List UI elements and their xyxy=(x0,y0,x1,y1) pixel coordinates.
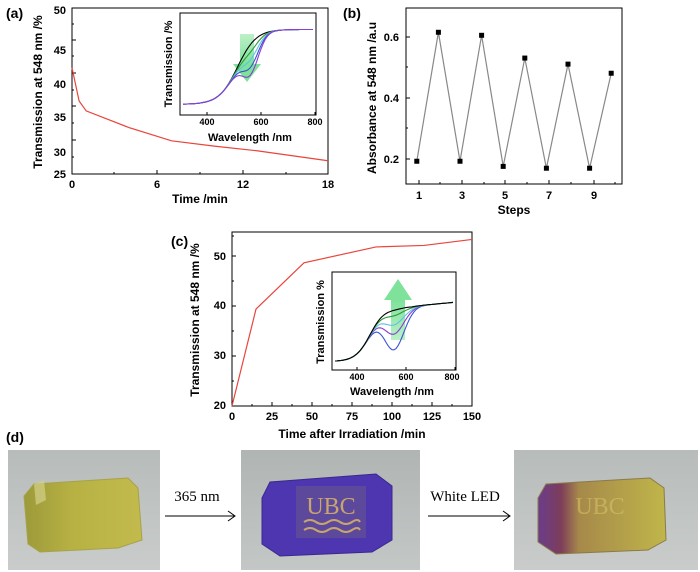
c-xtick-0: 0 xyxy=(229,411,235,423)
b-y-axis-title: Absorbance at 548 nm /a.u xyxy=(365,22,379,174)
a-ytick-marks xyxy=(72,23,76,158)
a-ytick-45: 45 xyxy=(54,45,66,57)
c-xtick-75: 75 xyxy=(346,411,358,423)
panel-d-label: (d) xyxy=(6,429,24,445)
a-inset-xtick-400: 400 xyxy=(199,117,214,127)
arrow2-head xyxy=(502,510,511,522)
c-inset-xtick-400: 400 xyxy=(349,372,364,382)
b-xtick-3: 3 xyxy=(459,190,465,202)
b-point-10 xyxy=(608,70,614,76)
c-inset-arrow-head xyxy=(384,279,412,300)
c-xtick-25: 25 xyxy=(266,411,278,423)
a-xtick-marks xyxy=(113,170,287,174)
b-point-8 xyxy=(565,61,571,67)
b-xtick-1: 1 xyxy=(416,190,422,202)
b-point-5 xyxy=(500,163,506,169)
b-series-line xyxy=(416,32,612,169)
photo-yellow-film xyxy=(8,450,160,570)
b-point-7 xyxy=(543,165,549,171)
b-point-4 xyxy=(479,32,485,38)
b-x-axis-title: Steps xyxy=(498,203,531,217)
b-point-2 xyxy=(435,29,441,35)
photo1-film xyxy=(23,477,143,553)
a-inset-xtick-800: 800 xyxy=(307,117,322,127)
c-ytick-50: 50 xyxy=(214,251,226,263)
c-inset-curve-4 xyxy=(334,301,454,362)
c-xtick-150: 150 xyxy=(463,411,481,423)
panel-d: (d) 365 nm UBC White LED xyxy=(6,429,698,570)
step2-label: White LED xyxy=(430,489,500,505)
b-point-6 xyxy=(522,55,528,61)
c-y-axis-title: Transmission at 548 nm /% xyxy=(188,243,202,397)
c-x-axis-title: Time after Irradiation /min xyxy=(278,427,425,441)
panel-a-x-ticks: 0 6 12 18 xyxy=(69,170,334,191)
c-ytick-30: 30 xyxy=(214,350,226,362)
a-series-line xyxy=(71,67,329,162)
panel-b-label: (b) xyxy=(343,5,361,21)
a-xtick-6: 6 xyxy=(154,179,160,191)
panel-a-inset: 400 600 800 Wavelength /nm Transmission … xyxy=(163,12,323,144)
a-y-axis-title: Transmission at 548 nm /% xyxy=(31,15,45,169)
a-inset-xtick-600: 600 xyxy=(253,117,268,127)
a-inset-tick-marks xyxy=(206,112,316,115)
a-xtick-18: 18 xyxy=(322,179,334,191)
arrow-step-1: 365 nm xyxy=(165,489,236,522)
c-ytick-20: 20 xyxy=(214,400,226,412)
panel-a: (a) 25 30 35 40 45 50 0 6 12 18 Time /mi… xyxy=(6,5,334,206)
b-ytick-marks xyxy=(406,36,410,160)
b-point-9 xyxy=(587,165,593,171)
panel-a-label: (a) xyxy=(6,5,23,21)
a-ytick-30: 30 xyxy=(54,147,66,159)
b-ytick-0.6: 0.6 xyxy=(384,32,399,44)
panel-a-y-ticks: 25 30 35 40 45 50 xyxy=(54,5,76,181)
a-x-axis-title: Time /min xyxy=(172,192,228,206)
c-inset-xtick-800: 800 xyxy=(444,372,459,382)
panel-c-inset: 400 600 800 Wavelength /nm Transmission … xyxy=(315,271,460,398)
photo3-film xyxy=(537,477,667,555)
a-ytick-40: 40 xyxy=(54,79,66,91)
c-inset-xtick-600: 600 xyxy=(398,372,413,382)
step1-label: 365 nm xyxy=(174,489,220,505)
a-inset-x-title: Wavelength /nm xyxy=(208,132,292,144)
c-xtick-marks xyxy=(251,402,453,406)
panel-c: (c) 20 30 40 50 0 25 50 75 100 125 150 T… xyxy=(171,231,481,441)
c-xtick-125: 125 xyxy=(423,411,441,423)
c-ytick-marks xyxy=(232,235,236,382)
c-ytick-40: 40 xyxy=(214,300,226,312)
arrow1-head xyxy=(227,510,236,522)
arrow-step-2: White LED xyxy=(428,489,511,522)
a-ytick-35: 35 xyxy=(54,112,66,124)
b-xtick-5: 5 xyxy=(502,190,508,202)
b-points xyxy=(414,29,614,171)
c-inset-tick-marks xyxy=(356,367,456,370)
photo2-logo-waves xyxy=(303,519,361,533)
b-xtick-9: 9 xyxy=(591,190,597,202)
c-xtick-50: 50 xyxy=(306,411,318,423)
c-inset-y-title: Transmission % xyxy=(315,280,327,364)
b-point-1 xyxy=(414,158,420,164)
panel-c-label: (c) xyxy=(171,233,188,249)
b-xtick-7: 7 xyxy=(546,190,552,202)
a-inset-curve-4 xyxy=(183,28,313,105)
a-inset-y-title: Transmission /% xyxy=(163,20,175,107)
b-ytick-0.2: 0.2 xyxy=(384,154,399,166)
a-xtick-12: 12 xyxy=(237,179,249,191)
a-xtick-0: 0 xyxy=(69,179,75,191)
c-series-line xyxy=(231,238,473,407)
c-inset-x-title: Wavelength /nm xyxy=(350,386,434,398)
b-ytick-0.4: 0.4 xyxy=(384,93,400,105)
photo2-logo-text: UBC xyxy=(306,494,355,520)
photo3-faded-logo: UBC xyxy=(575,494,624,520)
photo1-film-edge xyxy=(34,480,46,505)
b-point-3 xyxy=(457,158,463,164)
photo-purple-film: UBC xyxy=(241,450,420,570)
b-xtick-marks xyxy=(418,180,616,184)
c-xtick-100: 100 xyxy=(383,411,401,423)
panel-b: (b) 0.2 0.4 0.6 1 3 5 7 9 Steps Absorban… xyxy=(343,5,623,217)
a-ytick-50: 50 xyxy=(54,5,66,17)
panel-b-frame xyxy=(405,7,623,185)
a-ytick-25: 25 xyxy=(54,169,66,181)
photo-recovered-film: UBC xyxy=(514,450,698,570)
